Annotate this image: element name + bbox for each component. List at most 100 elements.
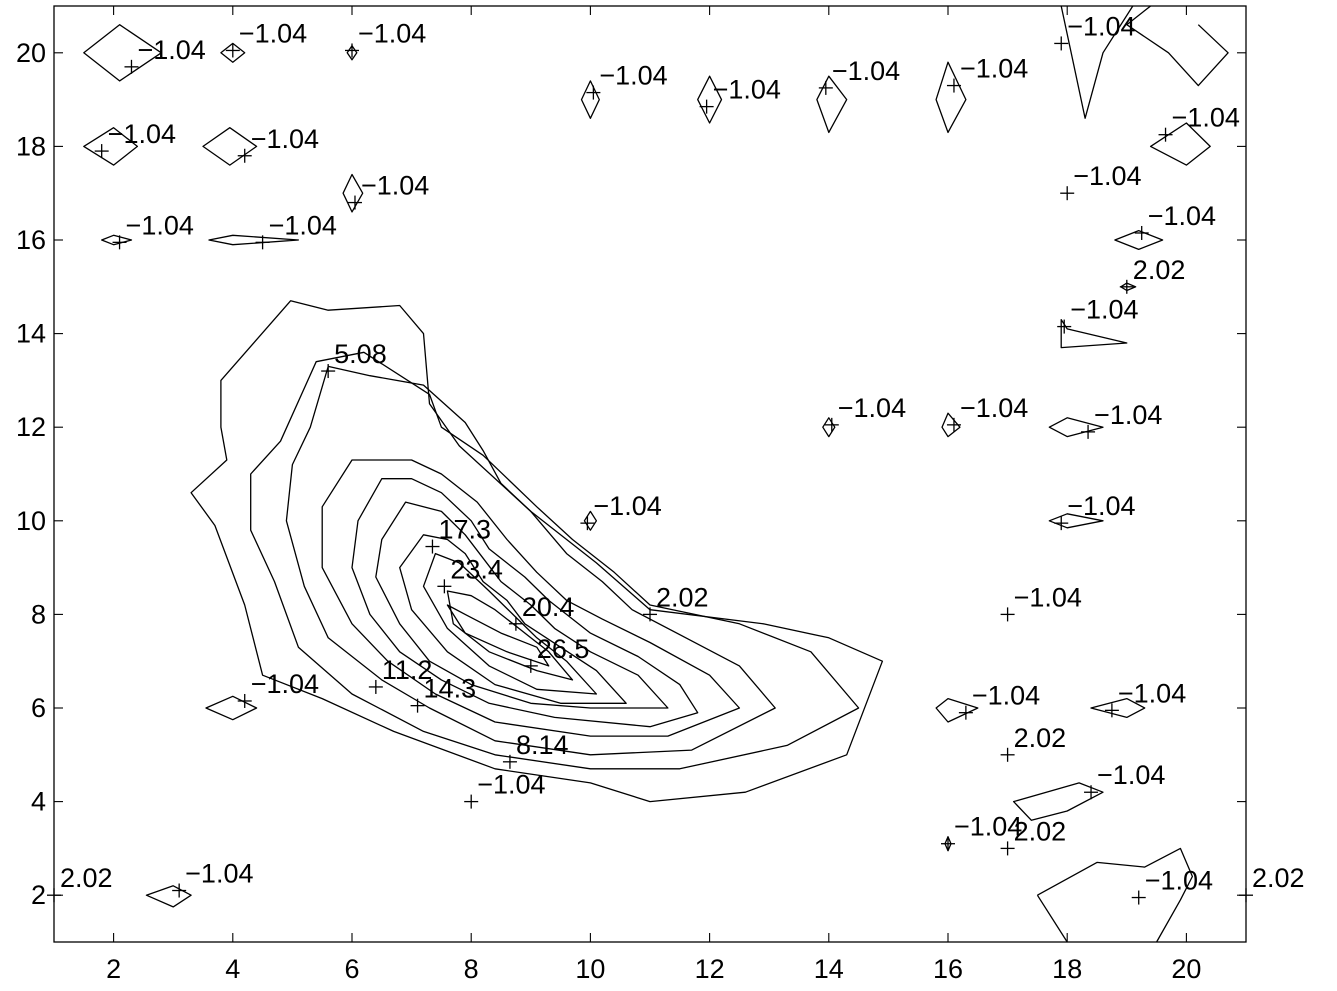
contour-line-15 [342,173,364,213]
x-tick-label: 10 [575,954,605,984]
contour-label-text: 2.02 [1014,816,1067,846]
contour-line-34 [1126,5,1229,87]
contour-label: 23.4 [437,554,503,594]
axes-frame [53,5,1247,943]
contour-line-40 [1036,894,1068,943]
contour-label: −1.04 [1060,161,1142,201]
contour-line-5 [375,501,669,709]
contour-label: 11.2 [368,655,433,694]
contour-label: −1.04 [1054,491,1136,531]
contour-label-text: 8.14 [516,730,569,760]
x-tick-label: 12 [695,954,725,984]
contour-label: −1.04 [1134,201,1216,240]
contour-line-8 [446,590,574,681]
contour-line-14 [202,127,258,166]
contour-line-22 [822,417,836,438]
contour-label-text: −1.04 [269,210,337,240]
contour-line-27 [205,695,258,721]
contour-label: −1.04 [112,210,194,250]
contour-label-text: −1.04 [1094,400,1162,430]
contour-label: −1.04 [1054,11,1136,51]
y-tick-label: 18 [16,131,46,161]
contour-label: −1.04 [1000,582,1082,622]
contour-label-text: −1.04 [137,35,205,65]
contour-label-text: −1.04 [361,171,429,201]
contour-label-text: 2.02 [1252,863,1305,893]
contour-lines [83,5,1229,943]
contour-label-text: −1.04 [108,119,176,149]
contour-line-16 [101,234,133,246]
contour-label: 2.02 [1119,255,1186,294]
contour-label: −1.04 [255,210,337,250]
contour-label: 17.3 [425,515,491,554]
contour-label-text: −1.04 [960,54,1028,84]
contour-line-10 [83,24,162,82]
y-tick-label: 8 [31,599,46,629]
contour-label-text: −1.04 [838,393,906,423]
contour-label: 2.02 [643,582,709,622]
contour-label-text: 2.02 [656,582,709,612]
contour-label: 2.02 [47,863,113,903]
contour-label-text: −1.04 [832,56,900,86]
contour-labels: −1.04 −1.04 −1.04 −1.04 −1.04 −1.04 −1.04 −1.04… [47,11,1305,905]
contour-line-28 [935,697,979,723]
contour-label: 5.08 [321,339,387,379]
contour-label-text: −1.04 [1067,491,1135,521]
contour-label: −1.04 [172,859,253,898]
contour-label-text: −1.04 [972,681,1040,711]
contour-label-text: −1.04 [1172,103,1240,133]
contour-label: 8.14 [502,730,569,769]
contour-label: 20.4 [508,592,574,631]
contour-label-text: 26.5 [537,634,590,664]
contour-line-23 [941,412,961,438]
contour-label: −1.04 [347,171,429,210]
contour-line-36 [1114,229,1164,251]
contour-label: −1.04 [225,18,307,58]
contour-label-text: −1.04 [1097,760,1165,790]
contour-label-text: 11.2 [382,655,433,685]
contour-label: −1.04 [958,681,1040,720]
contour-label-text: −1.04 [1148,201,1216,231]
contour-label-text: 2.02 [60,863,113,893]
y-tick-label: 6 [31,693,46,723]
contour-line-30 [1012,782,1104,821]
x-tick-label: 14 [814,954,844,984]
contour-label: 14.3 [410,674,476,713]
contour-line-20 [816,75,848,134]
contour-label: −1.04 [941,812,1022,851]
contour-label-text: −1.04 [1145,866,1213,896]
contour-line-25 [583,510,598,531]
x-tick-label: 4 [225,954,240,984]
contour-line-1 [250,351,860,770]
y-tick-label: 14 [16,319,46,349]
contour-label: −1.04 [237,669,319,708]
contour-label: −1.04 [1104,678,1186,718]
contour-line-0 [190,300,884,803]
contour-label: −1.04 [699,75,781,114]
contour-label: −1.04 [946,393,1028,432]
contour-line-33 [1060,5,1134,119]
contour-label: −1.04 [824,393,906,432]
contour-line-37 [1120,282,1137,292]
contour-label: 2.02 [1000,723,1066,762]
contour-label-text: −1.04 [251,124,319,154]
contour-line-2 [285,365,776,756]
contour-line-19 [697,75,723,124]
y-tick-label: 20 [16,38,46,68]
x-tick-label: 20 [1171,954,1201,984]
contour-label: −1.04 [818,56,900,95]
contour-label-text: 2.02 [1133,255,1186,285]
contour-label-text: 5.08 [334,339,387,369]
contour-label-text: −1.04 [1014,582,1082,612]
contour-label-text: −1.04 [960,393,1028,423]
contour-line-32 [145,885,192,908]
y-tick-label: 10 [16,506,46,536]
contour-label-text: −1.04 [1073,161,1141,191]
contour-line-9 [446,604,550,667]
contour-label-text: −1.04 [713,75,781,105]
y-tick-label: 12 [16,412,46,442]
contour-line-35 [1149,122,1211,166]
contour-line-13 [83,127,139,166]
